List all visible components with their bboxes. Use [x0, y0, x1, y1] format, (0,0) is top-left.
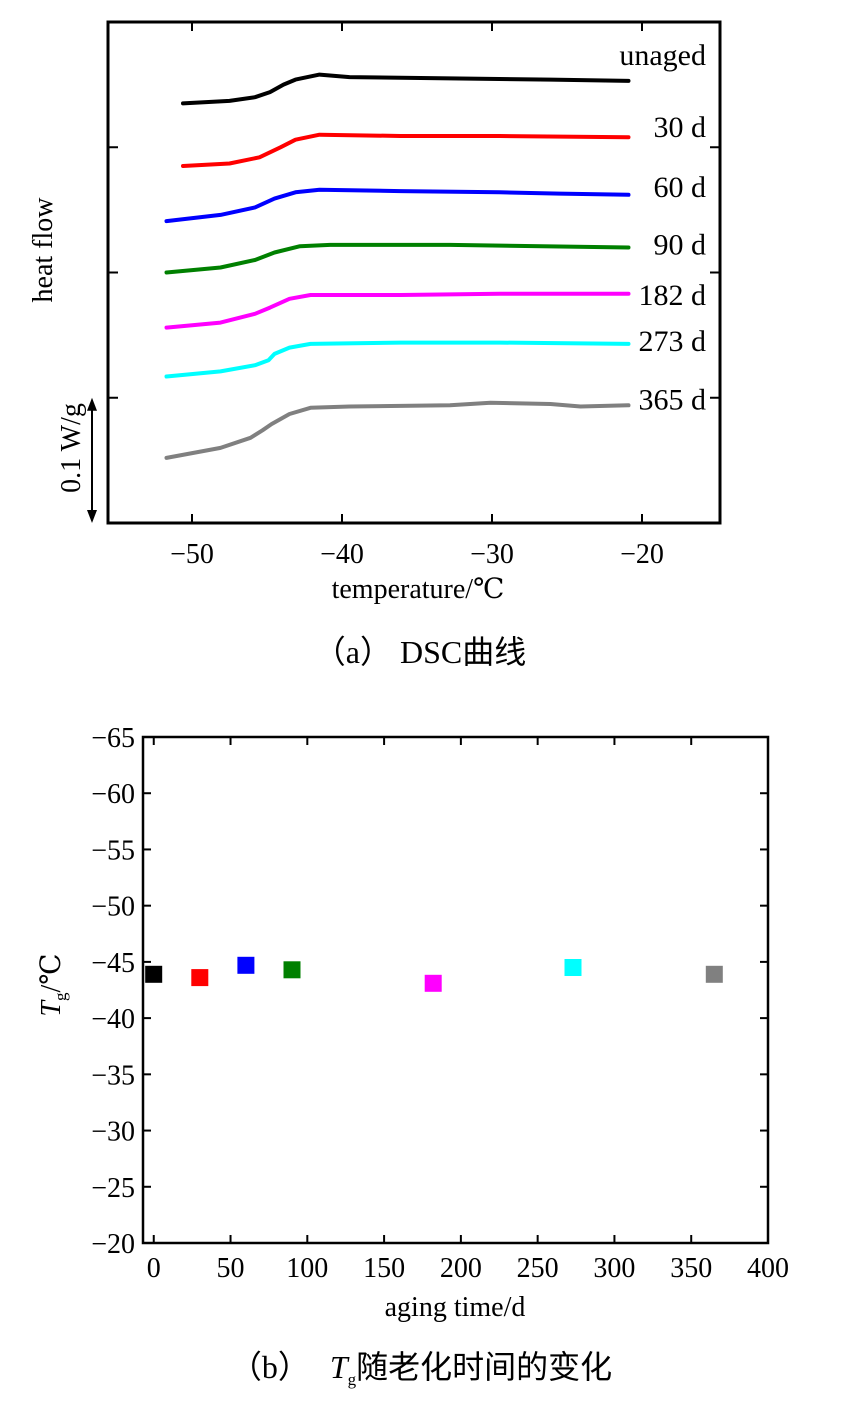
tg-plot-frame: [141, 735, 770, 1245]
dsc-curve-label-365-d: 365 d: [639, 383, 707, 416]
tg-caption: （b） Tg随老化时间的变化: [230, 1349, 612, 1389]
dsc-curve-273-d: [164, 340, 631, 379]
tg-y-tick-label: −50: [91, 892, 135, 923]
dsc-curve-label-30-d: 30 d: [654, 111, 707, 144]
arrow-down-icon: [87, 510, 97, 523]
tg-y-axis-label: Tg/℃: [36, 953, 70, 1016]
dsc-curve-unaged: [181, 72, 631, 106]
tg-caption-text: 随老化时间的变化: [356, 1349, 612, 1385]
dsc-scale-bar: [87, 397, 97, 523]
dsc-x-tick-label: −40: [320, 539, 364, 570]
dsc-curve-label-60-d: 60 d: [654, 171, 707, 204]
tg-y-tick-label: −60: [91, 779, 135, 810]
tg-point: [424, 974, 442, 992]
tg-caption-symbol: T: [330, 1349, 350, 1385]
tg-y-tick-label: −65: [91, 723, 135, 754]
tg-x-tick-label: 200: [440, 1253, 482, 1284]
dsc-plot-marks: −50 −40 −30 −20 unaged 30 d 60 d 90 d 182 d 273 d…: [108, 22, 720, 570]
tg-y-tick-label: −45: [91, 948, 135, 979]
tg-caption-subscript: g: [348, 1370, 357, 1389]
tg-x-tick-label: 100: [286, 1253, 328, 1284]
tg-y-tick-label: −25: [91, 1173, 135, 1204]
tg-x-axis-label: aging time/d: [385, 1292, 526, 1323]
dsc-curve-label-90-d: 90 d: [654, 229, 707, 262]
dsc-curve-365-d: [164, 400, 631, 460]
tg-y-tick-label: −55: [91, 835, 135, 866]
tg-x-tick-label: 250: [517, 1253, 559, 1284]
dsc-x-tick-label: −50: [170, 539, 214, 570]
tg-y-tick-label: −20: [91, 1229, 135, 1260]
tg-point: [237, 956, 255, 974]
tg-x-tick-label: 350: [670, 1253, 712, 1284]
tg-y-axis-subscript: g: [51, 992, 70, 1001]
dsc-x-tick-label: −20: [620, 539, 664, 570]
dsc-curve-90-d: [164, 242, 631, 275]
tg-y-tick-label: −35: [91, 1060, 135, 1091]
dsc-x-tick-label: −30: [470, 539, 514, 570]
tg-y-axis-unit: /℃: [36, 953, 67, 992]
tg-y-axis-symbol: T: [36, 999, 67, 1017]
dsc-chart: −50 −40 −30 −20 unaged 30 d 60 d 90 d 182 d 273 d…: [28, 20, 722, 670]
tg-point: [705, 965, 723, 983]
arrow-up-icon: [87, 397, 97, 411]
tg-point: [564, 959, 582, 976]
dsc-curve-label-182-d: 182 d: [639, 279, 707, 312]
dsc-curve-label-unaged: unaged: [619, 39, 706, 72]
tg-point: [145, 965, 163, 983]
dsc-curve-30-d: [181, 132, 631, 168]
tg-y-tick-label: −30: [91, 1117, 135, 1148]
tg-y-tick-label: −40: [91, 1004, 135, 1035]
dsc-x-axis-label: temperature/℃: [332, 574, 505, 605]
dsc-curve-182-d: [164, 291, 631, 330]
dsc-y-axis-label: heat flow: [28, 197, 59, 303]
tg-x-tick-label: 300: [593, 1253, 635, 1284]
dsc-curve-label-273-d: 273 d: [639, 325, 707, 358]
tg-caption-label: （b）: [230, 1349, 310, 1385]
dsc-caption: （a） DSC曲线: [314, 634, 526, 670]
tg-x-tick-label: 50: [217, 1253, 245, 1284]
tg-chart: 0 50 100 150 200 250 300 350 400 −65 −60 −55 −50 −45 −…: [36, 723, 789, 1389]
dsc-curve-60-d: [164, 187, 631, 224]
dsc-scale-bar-label: 0.1 W/g: [56, 403, 87, 493]
tg-x-tick-label: 150: [363, 1253, 405, 1284]
tg-x-tick-label: 0: [147, 1253, 161, 1284]
tg-point: [283, 961, 301, 979]
tg-point: [191, 969, 209, 987]
tg-x-tick-label: 400: [747, 1253, 789, 1284]
tg-plot-marks: 0 50 100 150 200 250 300 350 400 −65 −60 −55 −50 −45 −…: [91, 723, 789, 1284]
dsc-plot-frame: [106, 20, 722, 525]
